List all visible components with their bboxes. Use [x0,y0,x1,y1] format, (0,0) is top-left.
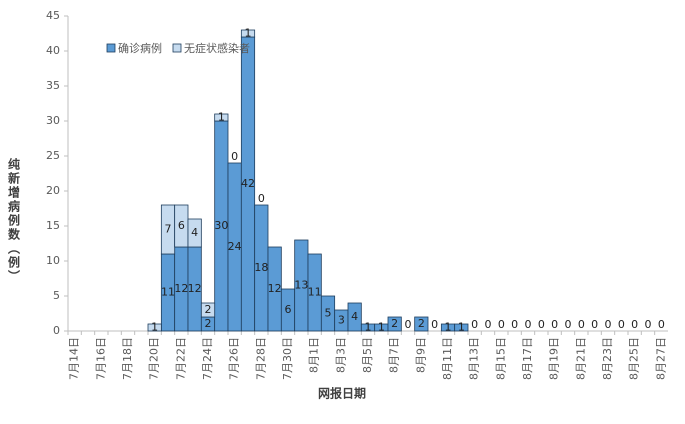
x-tick-label: 7月26日 [228,337,241,380]
bar [307,253,322,332]
x-tick-label: 8月11日 [441,337,454,380]
data-label: 0 [645,318,652,331]
x-tick-label: 7月18日 [121,337,134,380]
x-tick-label: 8月7日 [388,337,401,373]
data-label: 0 [231,150,238,163]
x-tick-label: 8月3日 [334,337,347,373]
data-label: 0 [431,318,438,331]
legend-label: 确诊病例 [118,41,162,55]
bar [387,316,402,332]
data-label: 1 [445,321,452,334]
x-tick-label: 7月22日 [174,337,187,380]
x-tick-label: 8月17日 [521,337,534,380]
data-label: 0 [658,318,665,331]
y-tick-label: 35 [46,79,60,92]
x-tick-label: 7月14日 [68,337,81,380]
data-label: 0 [498,318,505,331]
data-label: 1 [151,321,158,334]
data-label: 6 [178,219,185,232]
x-tick-label: 8月15日 [494,337,507,380]
x-tick-label: 7月28日 [254,337,267,380]
data-label: 0 [511,318,518,331]
y-tick-label: 20 [46,184,60,197]
legend-swatch [172,43,182,53]
x-axis-title: 网报日期 [318,386,366,401]
bar [414,316,429,332]
data-label: 12 [174,282,188,295]
data-label: 2 [205,317,212,330]
y-tick-label: 45 [46,9,60,22]
data-label: 18 [254,261,268,274]
x-tick-label: 7月16日 [94,337,107,380]
data-label: 0 [605,318,612,331]
data-label: 12 [268,282,282,295]
x-tick-label: 8月5日 [361,337,374,373]
data-label: 3 [338,314,345,327]
data-label: 0 [258,192,265,205]
y-tick-label: 10 [46,254,60,267]
data-label: 2 [205,303,212,316]
data-label: 0 [551,318,558,331]
x-tick-label: 8月25日 [628,337,641,380]
legend-swatch [106,43,116,53]
data-label: 13 [294,279,308,292]
data-label: 0 [618,318,625,331]
data-label: 0 [525,318,532,331]
data-label: 4 [351,310,358,323]
x-tick-label: 7月20日 [148,337,161,380]
bar [147,323,162,332]
data-label: 1 [458,321,465,334]
x-tick-label: 8月23日 [601,337,614,380]
x-tick-label: 8月9日 [414,337,427,373]
data-label: 24 [228,240,242,253]
data-label: 42 [241,177,255,190]
data-label: 6 [285,303,292,316]
bar [347,302,362,332]
x-tick-label: 8月1日 [308,337,321,373]
x-tick-label: 8月13日 [468,337,481,380]
x-tick-label: 8月27日 [654,337,667,380]
bar [454,323,469,332]
data-label: 2 [418,317,425,330]
y-axis-title: 纯新增病例数（例） [7,157,21,284]
data-label: 0 [631,318,638,331]
data-label: 1 [365,321,372,334]
x-tick-label: 7月30日 [281,337,294,380]
y-tick-label: 0 [53,324,60,337]
data-label: 0 [565,318,572,331]
data-label: 2 [391,317,398,330]
data-label: 1 [218,111,225,124]
bar [200,302,216,318]
y-tick-label: 15 [46,219,60,232]
data-label: 0 [485,318,492,331]
data-label: 0 [538,318,545,331]
data-label: 1 [378,321,385,334]
data-label: 0 [578,318,585,331]
x-tick-label: 8月21日 [574,337,587,380]
data-label: 0 [405,318,412,331]
y-tick-label: 40 [46,44,60,57]
data-label: 11 [161,286,175,299]
data-label: 12 [188,282,202,295]
y-tick-label: 5 [53,289,60,302]
bar [187,218,202,248]
legend-label: 无症状感染者 [184,41,250,55]
data-label: 1 [245,27,252,40]
y-tick-label: 30 [46,114,60,127]
x-tick-label: 8月19日 [548,337,561,380]
data-label: 7 [165,223,172,236]
x-tick-label: 7月24日 [201,337,214,380]
data-label: 4 [191,226,198,239]
y-tick-label: 25 [46,149,60,162]
bar [214,113,229,122]
data-label: 0 [591,318,598,331]
data-label: 11 [308,286,322,299]
bar [240,29,256,38]
data-label: 5 [325,307,332,320]
data-label: 30 [214,219,228,232]
data-label: 0 [471,318,478,331]
